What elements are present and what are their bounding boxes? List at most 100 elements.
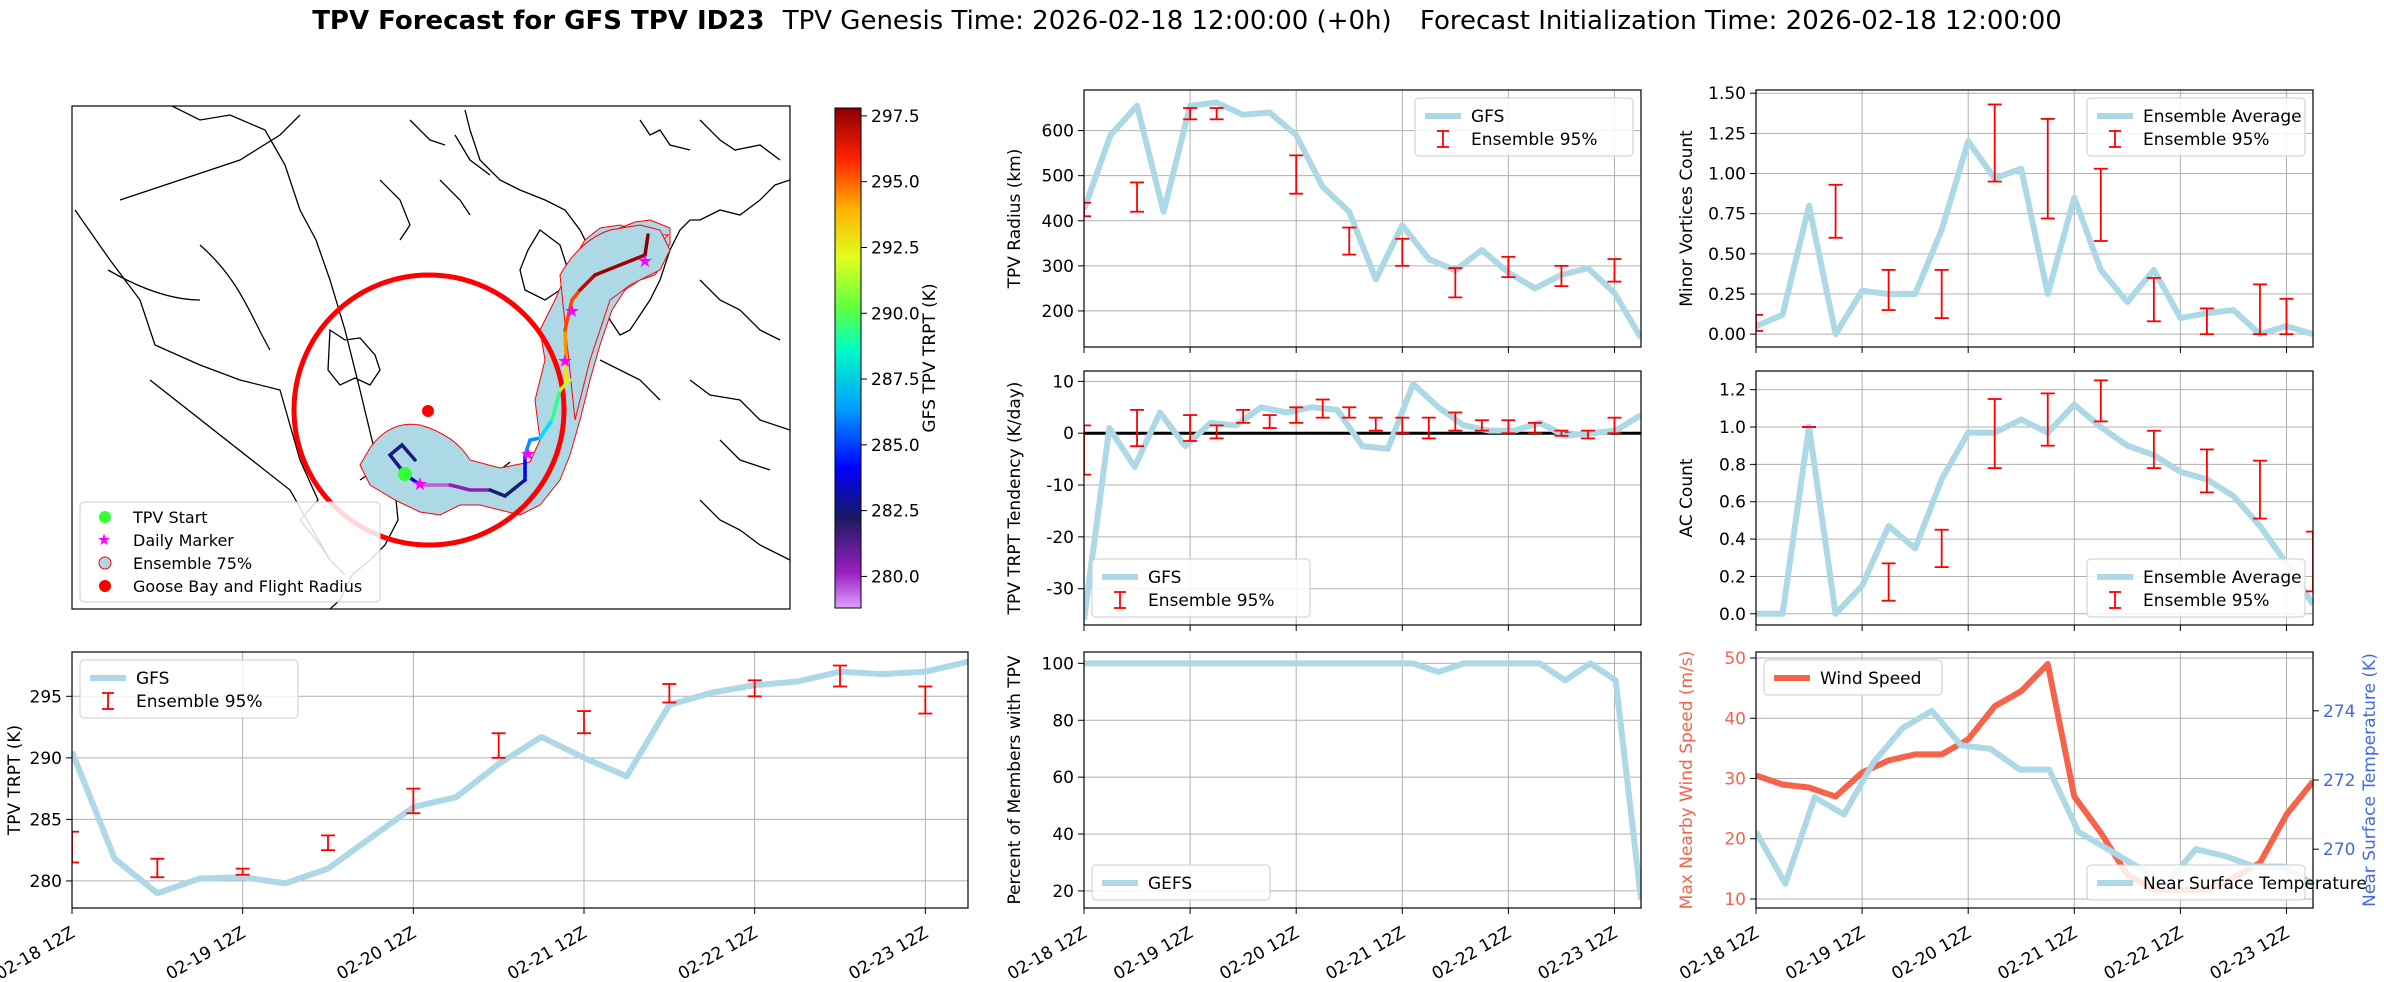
y2-tick-label: 272: [2323, 771, 2355, 791]
tpv-start-marker: [398, 467, 412, 481]
legend-label: Ensemble Average: [2143, 107, 2302, 127]
errorbar: [747, 679, 762, 698]
legend-label: GFS: [1471, 107, 1504, 127]
errorbar: [1527, 421, 1542, 435]
daily-marker: ★: [637, 251, 653, 272]
x-tick-label: 02-20 12Z: [334, 923, 420, 982]
y-tick-label: 30: [1724, 769, 1746, 789]
errorbar: [2306, 530, 2313, 593]
legend-label: Ensemble Average: [2143, 568, 2302, 588]
y-tick-label: 0.75: [1708, 205, 1746, 225]
x-tick-label: 02-23 12Z: [846, 923, 932, 982]
x-tick-label: 02-22 12Z: [1429, 923, 1515, 982]
legend: Ensemble Average Ensemble 95%: [2086, 558, 2306, 618]
plot-area: [1084, 99, 1641, 340]
map-panel: ★ ★ ★ ★ ★ ★ TPV Start Daily Marker Ensembl…: [71, 105, 940, 610]
colorbar-tick-label: 290.0: [871, 304, 920, 324]
colorbar-tick-label: 280.0: [871, 567, 920, 587]
y-tick-label: 280: [30, 872, 62, 892]
plot-area: [1756, 103, 2313, 338]
errorbar: [1501, 419, 1516, 435]
errorbar: [2040, 118, 2055, 220]
y-tick-label: 1.2: [1719, 381, 1746, 401]
series-line: [1084, 660, 1641, 900]
y-tick-label: 1.50: [1708, 84, 1746, 104]
y-axis-label: Percent of Members with TPV: [1005, 655, 1025, 904]
errorbar: [1501, 255, 1516, 279]
map-frame: [71, 105, 791, 610]
x-tick-label: 02-21 12Z: [1322, 923, 1408, 982]
y-tick-label: 0.50: [1708, 245, 1746, 265]
errorbar: [1084, 424, 1091, 476]
errorbar: [1987, 398, 2002, 470]
y-tick-label: 20: [1052, 882, 1074, 902]
x-tick-label: 02-21 12Z: [504, 923, 590, 982]
colorbar-tick-label: 297.5: [871, 107, 920, 127]
daily-marker: ★: [557, 351, 573, 372]
panel-percent: 20 40 60 80 100 Percent of Members with TPV 02…: [1004, 651, 1642, 982]
legend-label: GFS: [136, 669, 169, 689]
y-tick-label: 300: [1042, 257, 1074, 277]
legend-label: Wind Speed: [1820, 669, 1921, 689]
map-legend-label: Goose Bay and Flight Radius: [133, 577, 362, 596]
daily-marker: ★: [520, 444, 536, 465]
errorbar: [1342, 226, 1357, 256]
series-line: [1756, 401, 2313, 617]
errorbar: [1368, 416, 1383, 432]
figure-title-main: TPV Forecast for GFS TPV ID23: [312, 6, 765, 36]
legend-label: Ensemble 95%: [1471, 130, 1598, 150]
errorbar: [2199, 448, 2214, 494]
errorbar: [918, 685, 933, 715]
errorbar: [1395, 237, 1410, 267]
y-tick-label: -10: [1046, 476, 1074, 496]
errorbar: [1607, 416, 1622, 435]
errorbar: [1289, 406, 1304, 424]
errorbar: [1342, 406, 1357, 419]
y-tick-label: 0.00: [1708, 325, 1746, 345]
errorbar: [2093, 379, 2108, 423]
errorbar: [1448, 267, 1463, 299]
x-tick-label: 02-21 12Z: [1994, 923, 2080, 982]
map-legend-label: TPV Start: [132, 508, 208, 527]
series-line: [1084, 380, 1641, 621]
x-tick-label: 02-20 12Z: [1216, 923, 1302, 982]
x-tick-label: 02-22 12Z: [675, 923, 761, 982]
x-tick-label: 02-23 12Z: [1535, 923, 1621, 982]
colorbar-ticks: 280.0 282.5 285.0 287.5 290.0 292.5 295.0 297.5: [861, 107, 920, 587]
errorbar: [577, 710, 591, 735]
errorbar: [1554, 264, 1569, 288]
colorbar-tick-label: 292.5: [871, 238, 920, 258]
y-tick-label: 285: [30, 810, 62, 830]
map-legend-label: Daily Marker: [133, 531, 234, 550]
x-tick-label: 02-18 12Z: [0, 923, 79, 982]
colorbar-label: GFS TPV TRPT (K): [920, 283, 940, 432]
series-line: [1084, 99, 1641, 340]
axes-frame: [1083, 89, 1642, 348]
y-tick-label: 60: [1052, 768, 1074, 788]
legend-label: GFS: [1148, 568, 1181, 588]
errorbar: [1395, 416, 1410, 435]
x-tick-label: 02-18 12Z: [1676, 923, 1762, 982]
map-legend: ★ TPV Start Daily Marker Ensemble 75% Goose…: [79, 501, 381, 603]
y-axis-label: Max Nearby Wind Speed (m/s): [1677, 651, 1697, 910]
y-axis-label: TPV TRPT (K): [5, 725, 25, 836]
legend-errorbar-swatch: [2109, 591, 2121, 609]
legend-box: [79, 659, 299, 719]
legend-box: [2086, 97, 2306, 157]
y-tick-label: 0.6: [1719, 493, 1746, 513]
errorbar: [2146, 277, 2161, 323]
plot-area: [1756, 379, 2313, 617]
y-tick-label: 20: [1724, 830, 1746, 850]
panel-tendency: -30 -20 -10 0 10 TPV TRPT Tendency (K/day) GFS…: [1005, 370, 1642, 631]
errorbar: [1881, 268, 1896, 311]
legend: GFS Ensemble 95%: [1414, 97, 1634, 157]
errorbar: [1756, 313, 1763, 332]
flight-radius-circle: [291, 272, 567, 548]
errorbar: [662, 683, 677, 704]
errorbar: [1448, 411, 1463, 432]
y-tick-label: 0.8: [1719, 455, 1746, 475]
y-tick-label: 295: [30, 687, 62, 707]
colorbar-tick-label: 295.0: [871, 173, 920, 193]
colorbar-tick-label: 282.5: [871, 502, 920, 522]
